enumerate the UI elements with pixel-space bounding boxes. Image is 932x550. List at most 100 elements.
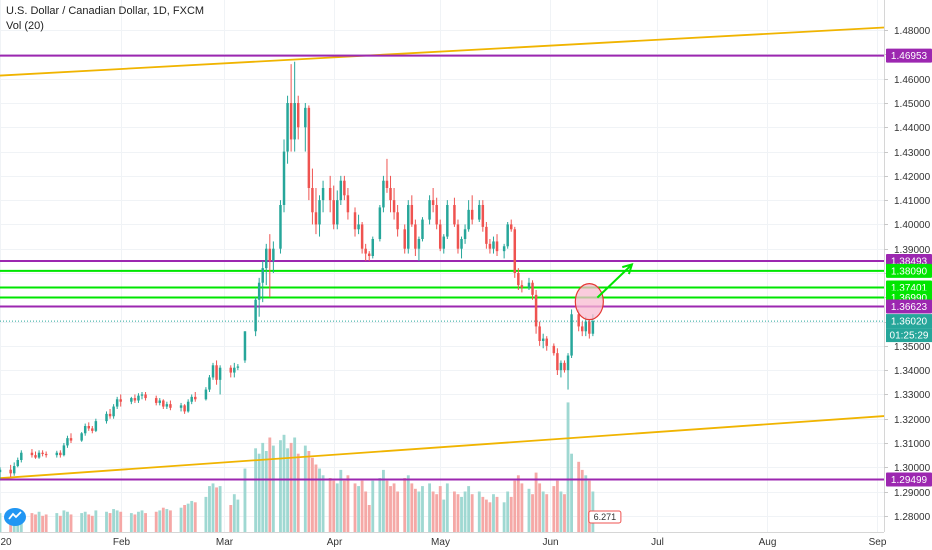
- volume-bar: [421, 486, 424, 532]
- candle-body: [502, 246, 506, 252]
- symbol-title: U.S. Dollar / Canadian Dollar, 1D, FXCM: [6, 5, 205, 17]
- candle-body: [133, 398, 137, 401]
- volume-bar: [318, 468, 321, 532]
- volume-bar: [467, 486, 471, 532]
- volume-bar: [69, 514, 73, 532]
- highlight-ellipse[interactable]: [574, 283, 604, 321]
- candle-body: [261, 268, 264, 283]
- candle-body: [509, 224, 513, 230]
- x-tick-label: Jul: [651, 537, 664, 548]
- candle-body: [591, 321, 595, 334]
- candle-body: [389, 188, 392, 201]
- candle-body: [83, 426, 87, 434]
- volume-bar: [502, 502, 506, 532]
- candle-body: [407, 205, 410, 249]
- volume-bar: [527, 488, 531, 532]
- volume-bar: [563, 494, 566, 532]
- volume-bar: [211, 483, 215, 532]
- volume-bar: [357, 486, 360, 532]
- price-level-badge: [886, 472, 932, 487]
- volume-bar: [129, 513, 133, 532]
- candle-body: [94, 421, 98, 431]
- volume-bar: [488, 502, 492, 532]
- volume-bar: [310, 457, 314, 532]
- y-tick-label: 1.30000: [894, 463, 931, 474]
- current-price-label: 1.36020: [891, 317, 928, 328]
- volume-bar: [282, 434, 286, 532]
- candle-body: [488, 243, 492, 249]
- volume-bar: [90, 515, 94, 532]
- volume-bar: [261, 442, 265, 532]
- volume-bar: [392, 483, 396, 532]
- arrow-line[interactable]: [596, 263, 633, 299]
- x-tick-label: Feb: [113, 537, 131, 548]
- horizontal-price-levels[interactable]: [0, 54, 884, 481]
- candle-body: [517, 273, 520, 286]
- x-tick-label: Jun: [542, 537, 558, 548]
- volume-bar: [257, 453, 261, 532]
- time-axis[interactable]: 20 Feb Mar Apr May Jun Jul Aug Sep: [1, 537, 887, 548]
- volume-bar: [133, 514, 137, 532]
- tradingview-logo-icon[interactable]: [4, 508, 26, 526]
- candle-body: [144, 394, 147, 399]
- volume-bar: [413, 488, 417, 532]
- volume-bar: [410, 483, 414, 532]
- volume-bar: [55, 513, 59, 532]
- volume-bar: [208, 486, 211, 532]
- volume-bar: [307, 451, 311, 532]
- candle-body: [417, 239, 421, 249]
- candle-body: [463, 229, 467, 239]
- candle-body: [87, 426, 90, 429]
- volume-bar: [364, 491, 368, 532]
- x-tick-label: Sep: [869, 537, 887, 548]
- volume-bar: [438, 486, 442, 532]
- volume-bar: [186, 503, 190, 532]
- volume-bar: [584, 475, 588, 532]
- candle-body: [527, 282, 531, 288]
- volume-bar: [577, 461, 581, 532]
- volume-bar: [435, 494, 439, 532]
- volume-bar: [58, 515, 62, 532]
- trendlines[interactable]: [0, 26, 885, 480]
- candle-body: [346, 195, 350, 213]
- candle-body: [233, 367, 236, 373]
- candle-body: [165, 404, 169, 407]
- volume-badge: 6.271: [588, 510, 622, 524]
- candle-body: [304, 107, 307, 128]
- candle-body: [453, 205, 456, 225]
- candle-body: [282, 151, 286, 205]
- volume-bar: [161, 507, 165, 532]
- volume-bar: [229, 505, 233, 532]
- price-level-label: 1.29499: [891, 475, 928, 486]
- y-tick-label: 1.29000: [894, 488, 931, 499]
- price-level-badge: [886, 263, 932, 278]
- candle-body: [140, 394, 144, 396]
- trendline[interactable]: [0, 415, 885, 480]
- candle-body: [552, 345, 556, 354]
- trendline[interactable]: [0, 26, 885, 77]
- candle-body: [318, 200, 321, 225]
- volume-bar: [406, 475, 410, 532]
- candle-body: [158, 400, 162, 403]
- volume-bar: [215, 487, 218, 532]
- candle-body: [534, 294, 538, 327]
- candle-body: [570, 314, 573, 356]
- candle-body: [257, 282, 261, 300]
- volume-bar: [37, 511, 41, 532]
- candle-body: [442, 236, 446, 249]
- volume-bar: [94, 510, 98, 532]
- drawing-annotations[interactable]: [574, 263, 634, 321]
- arrow-head[interactable]: [622, 263, 634, 275]
- price-level-label: 1.36623: [891, 302, 928, 313]
- price-axis[interactable]: 1.480001.470001.460001.450001.440001.430…: [884, 26, 931, 523]
- candle-body: [392, 200, 396, 213]
- volume-bar: [137, 511, 140, 532]
- volume-bar: [453, 491, 456, 532]
- candle-body: [112, 406, 115, 417]
- candle-body: [580, 326, 584, 332]
- x-tick-label: 20: [1, 537, 13, 548]
- candle-body: [584, 321, 588, 332]
